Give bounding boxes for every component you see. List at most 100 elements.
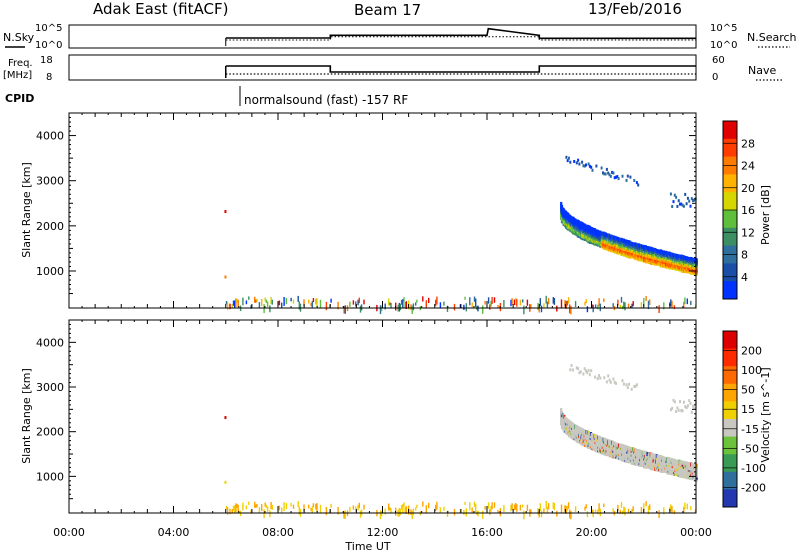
echo-pixel <box>254 296 256 303</box>
colorbar-swatch <box>723 227 737 247</box>
echo-pixel <box>255 299 257 303</box>
nave-tick-top: 60 <box>712 55 725 66</box>
echo-pixel <box>229 508 231 515</box>
echo-pixel <box>242 502 244 511</box>
echo-pixel <box>686 404 689 408</box>
power-axes: 4000 3000 2000 1000 <box>36 112 697 308</box>
echo-pixel <box>526 299 529 306</box>
power-echoes <box>224 155 698 315</box>
echo-pixel <box>689 401 692 405</box>
colorbar-tick-label: 8 <box>741 249 748 262</box>
echo-pixel <box>416 299 418 303</box>
echo-pixel <box>586 306 589 313</box>
echo-pixel <box>412 303 415 311</box>
echo-pixel <box>270 296 272 305</box>
echo-pixel <box>312 503 315 508</box>
echo-pixel <box>688 199 691 203</box>
echo-pixel <box>232 300 235 306</box>
echo-pixel <box>604 172 607 176</box>
echo-pixel <box>647 300 650 310</box>
echo-pixel <box>263 304 265 314</box>
echo-pixel <box>669 302 671 306</box>
date-title: 13/Feb/2016 <box>588 0 682 18</box>
echo-pixel <box>643 503 645 512</box>
echo-pixel <box>489 304 491 310</box>
echo-pixel <box>690 410 693 414</box>
echo-pixel <box>416 504 418 508</box>
echo-pixel <box>489 509 491 515</box>
echo-pixel <box>403 502 405 507</box>
colorbar-tick-label: 28 <box>741 137 755 150</box>
echo-pixel <box>482 305 484 314</box>
echo-pixel <box>224 480 227 484</box>
echo-pixel <box>436 501 438 510</box>
echo-pixel <box>224 275 227 279</box>
echo-pixel <box>626 386 629 390</box>
echo-pixel <box>569 509 571 519</box>
echo-pixel <box>380 306 383 312</box>
echo-pixel <box>645 296 647 302</box>
echo-pixel <box>234 300 236 308</box>
colorbar-tick-label: 4 <box>741 271 748 284</box>
echo-pixel <box>683 506 685 513</box>
echo-pixel <box>568 156 570 160</box>
echo-pixel <box>290 502 292 507</box>
echo-pixel <box>388 503 390 511</box>
echo-pixel <box>319 504 322 513</box>
echo-pixel <box>669 507 671 511</box>
echo-pixel <box>281 507 283 513</box>
echo-pixel <box>379 305 382 315</box>
station-title: Adak East (fitACF) <box>93 0 228 18</box>
echo-pixel <box>623 506 625 514</box>
echo-pixel <box>545 501 547 509</box>
freq-frame <box>68 54 697 81</box>
echo-pixel <box>360 509 363 516</box>
echo-pixel <box>621 174 624 178</box>
echo-pixel <box>330 298 332 303</box>
echo-pixel <box>571 368 574 372</box>
echo-pixel <box>352 505 355 510</box>
echo-pixel <box>605 380 608 384</box>
echo-pixel <box>464 296 466 300</box>
echo-pixel <box>573 160 576 163</box>
echo-pixel <box>261 299 263 306</box>
echo-pixel <box>325 301 328 311</box>
echo-pixel <box>584 506 586 511</box>
x-tick-label: 12:00 <box>367 526 399 539</box>
echo-pixel <box>607 374 610 378</box>
echo-pixel <box>574 506 577 513</box>
echo-pixel <box>684 405 687 409</box>
echo-pixel <box>226 507 229 515</box>
echo-pixel <box>285 297 288 304</box>
echo-pixel <box>439 507 442 514</box>
echo-pixel <box>579 370 582 374</box>
echo-pixel <box>620 296 623 303</box>
echo-pixel <box>567 297 570 304</box>
echo-pixel <box>250 305 252 309</box>
echo-pixel <box>224 210 227 214</box>
echo-pixel <box>503 505 505 513</box>
echo-pixel <box>570 511 572 520</box>
echo-pixel <box>493 297 496 303</box>
echo-pixel <box>439 302 442 309</box>
freq-series <box>225 65 696 78</box>
echo-pixel <box>404 302 406 309</box>
x-tick-label: 08:00 <box>262 526 294 539</box>
echo-pixel <box>236 298 238 303</box>
echo-pixel <box>682 204 685 208</box>
echo-pixel <box>224 416 227 420</box>
echo-pixel <box>292 504 295 509</box>
echo-pixel <box>225 301 228 305</box>
echo-pixel <box>566 300 569 306</box>
echo-pixel <box>310 303 312 307</box>
echo-pixel <box>596 377 599 381</box>
echo-pixel <box>598 374 600 378</box>
echo-pixel <box>613 176 616 180</box>
echo-pixel <box>425 300 427 309</box>
y-tick-label: 1000 <box>36 265 64 278</box>
echo-pixel <box>358 502 360 509</box>
echo-pixel <box>671 300 673 309</box>
echo-pixel <box>490 506 492 512</box>
echo-pixel <box>242 297 244 306</box>
echo-pixel <box>422 501 424 507</box>
